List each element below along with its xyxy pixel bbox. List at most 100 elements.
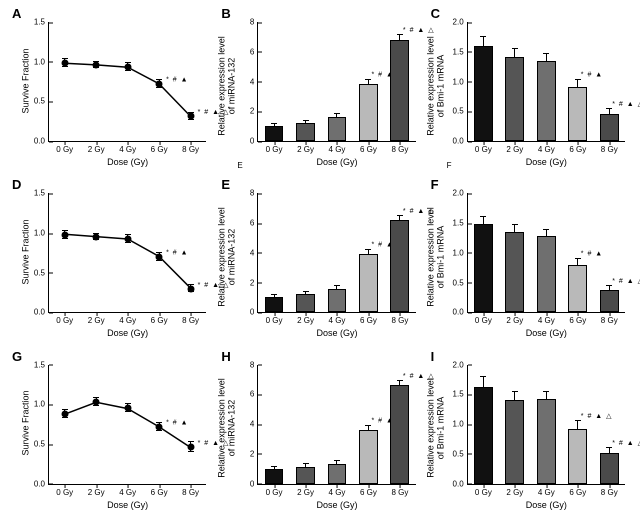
error-cap — [480, 36, 486, 37]
error-bar — [609, 109, 610, 114]
bar — [600, 290, 619, 313]
bar — [296, 467, 315, 484]
bar-chart: 0.00.51.01.52.00 Gy2 Gy4 Gy6 Gy8 GyDose … — [467, 22, 625, 142]
error-cap — [188, 112, 194, 113]
error-cap — [156, 252, 162, 253]
y-axis-label: Survive Fraction — [20, 192, 30, 311]
error-cap — [188, 451, 194, 452]
error-cap — [93, 233, 99, 234]
bar — [265, 126, 284, 141]
bar — [505, 400, 524, 483]
error-bar — [546, 392, 547, 399]
panel-letter: H — [221, 349, 230, 364]
error-cap — [62, 238, 68, 239]
x-tick: 2 Gy — [297, 312, 314, 325]
panel-letter: G — [12, 349, 22, 364]
y-axis-label: Relative expression levelof Bmi-1 mRNA — [426, 369, 446, 488]
error-bar — [399, 381, 400, 385]
y-tick: 0 — [250, 308, 258, 317]
error-cap — [62, 58, 68, 59]
y-axis-label: Relative expression levelof Bmi-1 mRNA — [426, 26, 446, 145]
y-tick: 2 — [250, 449, 258, 458]
error-cap — [397, 215, 403, 216]
y-tick: 1.0 — [34, 400, 49, 409]
error-cap — [156, 430, 162, 431]
error-bar — [368, 250, 369, 254]
x-tick: 0 Gy — [56, 141, 73, 154]
error-bar — [609, 286, 610, 290]
y-axis-label-line: of Bmi-1 mRNA — [436, 54, 446, 117]
y-tick: 0.5 — [34, 440, 49, 449]
panel-letter: I — [431, 349, 435, 364]
bar — [474, 224, 493, 312]
error-bar — [274, 124, 275, 126]
x-tick: 8 Gy — [182, 312, 199, 325]
bar — [359, 430, 378, 484]
error-cap — [606, 447, 612, 448]
y-tick: 2.0 — [453, 189, 468, 198]
y-tick: 0 — [250, 479, 258, 488]
error-bar — [546, 54, 547, 61]
y-tick: 4 — [250, 248, 258, 257]
error-cap — [62, 417, 68, 418]
y-axis-label-line: of Bmi-1 mRNA — [436, 226, 446, 289]
x-axis-label: Dose (Gy) — [107, 500, 148, 510]
bar — [537, 61, 556, 141]
x-tick: 2 Gy — [297, 141, 314, 154]
y-axis-label: Survive Fraction — [20, 364, 30, 483]
error-bar — [514, 225, 515, 232]
footer-tag: F — [447, 161, 452, 170]
line-chart: 0.00.51.01.50 Gy2 Gy4 Gy6 Gy8 GyDose (Gy… — [48, 193, 206, 313]
panel-E: E024680 Gy2 Gy4 Gy6 Gy8 GyDose (Gy)Relat… — [213, 175, 422, 346]
error-cap — [156, 79, 162, 80]
x-axis-label: Dose (Gy) — [107, 328, 148, 338]
error-cap — [334, 285, 340, 286]
x-tick: 0 Gy — [475, 141, 492, 154]
error-cap — [271, 466, 277, 467]
error-cap — [125, 242, 131, 243]
bar — [296, 123, 315, 141]
error-bar — [577, 80, 578, 87]
x-axis-label: Dose (Gy) — [107, 157, 148, 167]
panel-letter: F — [431, 177, 439, 192]
x-tick: 0 Gy — [56, 484, 73, 497]
y-tick: 1.5 — [453, 47, 468, 56]
error-bar — [399, 216, 400, 220]
y-tick: 0.0 — [453, 479, 468, 488]
y-axis-label-line: Relative expression level — [426, 207, 436, 307]
x-tick: 2 Gy — [297, 484, 314, 497]
error-cap — [575, 258, 581, 259]
error-cap — [156, 422, 162, 423]
error-cap — [512, 391, 518, 392]
error-cap — [125, 70, 131, 71]
y-axis-label-line: Survive Fraction — [20, 48, 30, 113]
error-cap — [303, 291, 309, 292]
significance-marker: * # ▲ — [581, 72, 603, 79]
y-tick: 0.5 — [453, 449, 468, 458]
y-tick: 0.5 — [34, 268, 49, 277]
bar-chart: 0.00.51.01.52.00 Gy2 Gy4 Gy6 Gy8 GyDose … — [467, 193, 625, 313]
panel-D: D0.00.51.01.50 Gy2 Gy4 Gy6 Gy8 GyDose (G… — [4, 175, 213, 346]
x-tick: 4 Gy — [329, 141, 346, 154]
y-tick: 8 — [250, 18, 258, 27]
y-tick: 0.5 — [34, 97, 49, 106]
bar — [600, 453, 619, 484]
line-chart: 0.00.51.01.50 Gy2 Gy4 Gy6 Gy8 GyDose (Gy… — [48, 365, 206, 485]
y-axis-label-line: Relative expression level — [216, 36, 226, 136]
x-tick: 4 Gy — [538, 484, 555, 497]
bar — [568, 87, 587, 141]
y-tick: 1.5 — [453, 219, 468, 228]
x-tick: 4 Gy — [119, 141, 136, 154]
x-tick: 6 Gy — [151, 141, 168, 154]
error-cap — [397, 34, 403, 35]
bar — [328, 464, 347, 483]
x-tick: 6 Gy — [360, 484, 377, 497]
error-bar — [305, 121, 306, 123]
error-bar — [336, 461, 337, 464]
x-tick: 8 Gy — [601, 484, 618, 497]
bar — [474, 46, 493, 141]
y-tick: 0.5 — [453, 107, 468, 116]
y-axis-label: Survive Fraction — [20, 21, 30, 140]
y-axis-label: Relative expression levelof miRNA-132 — [216, 26, 236, 145]
error-cap — [365, 79, 371, 80]
